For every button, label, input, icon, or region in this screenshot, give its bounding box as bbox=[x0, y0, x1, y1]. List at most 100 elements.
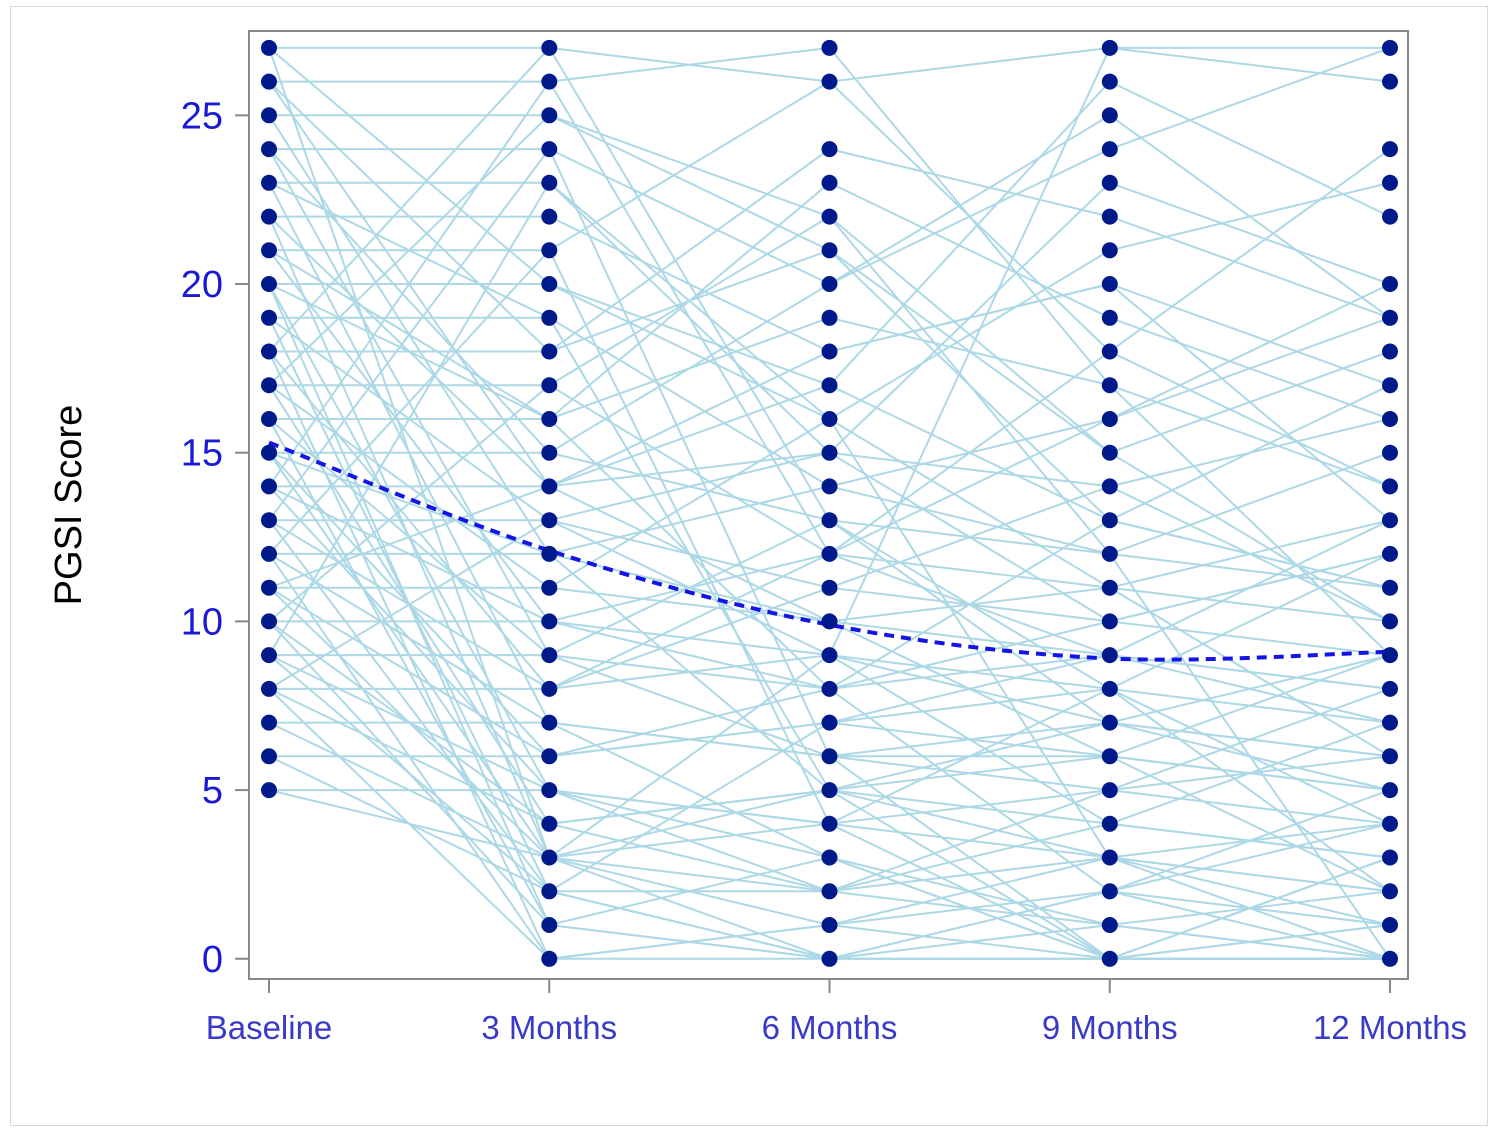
pgsi-chart: 0 5 10 15 20 25 Baseline 3 Months 6 Months 9 Mont… bbox=[48, 30, 1467, 1046]
score-point bbox=[1101, 545, 1118, 562]
x-tick-label: 3 Months bbox=[481, 1009, 617, 1046]
score-point bbox=[821, 680, 838, 697]
score-point bbox=[261, 276, 277, 292]
score-point bbox=[541, 782, 558, 799]
score-point bbox=[1382, 680, 1398, 697]
score-point bbox=[1382, 714, 1398, 731]
chart-frame: 0 5 10 15 20 25 Baseline 3 Months 6 Months 9 Mont… bbox=[10, 6, 1488, 1126]
x-tick-label: 9 Months bbox=[1042, 1009, 1178, 1046]
score-point bbox=[821, 343, 838, 360]
score-point bbox=[821, 883, 838, 900]
score-point bbox=[821, 73, 838, 90]
score-point bbox=[1101, 242, 1118, 259]
score-point bbox=[261, 613, 277, 630]
score-point bbox=[1382, 748, 1398, 765]
score-point bbox=[541, 512, 558, 529]
score-point bbox=[1101, 141, 1118, 158]
score-point bbox=[1382, 950, 1398, 967]
score-point bbox=[541, 647, 558, 664]
score-point bbox=[821, 478, 838, 495]
score-point bbox=[541, 613, 558, 630]
score-point bbox=[1382, 512, 1398, 529]
trajectory-line-26 bbox=[269, 316, 1391, 488]
score-point bbox=[541, 174, 558, 191]
score-point bbox=[541, 107, 558, 124]
score-point bbox=[821, 917, 838, 933]
score-point bbox=[1382, 849, 1398, 866]
score-point bbox=[1101, 276, 1118, 292]
score-point bbox=[1101, 647, 1118, 664]
score-point bbox=[1382, 579, 1398, 596]
score-point bbox=[1382, 545, 1398, 562]
score-point bbox=[1101, 208, 1118, 225]
score-point bbox=[821, 579, 838, 596]
score-point bbox=[1101, 680, 1118, 697]
score-point bbox=[261, 782, 277, 799]
score-point bbox=[1101, 107, 1118, 124]
score-point bbox=[821, 276, 838, 292]
score-point bbox=[541, 377, 558, 394]
score-point bbox=[821, 647, 838, 664]
axes: 0 5 10 15 20 25 Baseline 3 Months 6 Months 9 Mont… bbox=[181, 30, 1467, 1046]
mean-trend-line bbox=[268, 440, 1391, 662]
score-point bbox=[1382, 39, 1398, 56]
trajectory-line-59 bbox=[268, 789, 1391, 893]
score-point bbox=[261, 242, 277, 259]
trajectory-line-74 bbox=[268, 282, 1391, 589]
score-point bbox=[541, 579, 558, 596]
y-tick-label: 5 bbox=[202, 770, 223, 812]
score-point bbox=[261, 444, 277, 461]
score-point bbox=[821, 377, 838, 394]
score-point bbox=[541, 917, 558, 933]
score-point bbox=[261, 748, 277, 765]
score-point bbox=[1101, 917, 1118, 933]
score-point bbox=[541, 343, 558, 360]
score-point bbox=[821, 545, 838, 562]
score-points bbox=[261, 39, 1398, 967]
score-point bbox=[541, 276, 558, 292]
score-point bbox=[1101, 613, 1118, 630]
score-point bbox=[541, 309, 558, 326]
score-point bbox=[541, 73, 558, 90]
score-point bbox=[1382, 411, 1398, 427]
score-point bbox=[1101, 815, 1118, 832]
score-point bbox=[261, 512, 277, 529]
score-point bbox=[541, 748, 558, 765]
score-point bbox=[541, 950, 558, 967]
score-point bbox=[1101, 444, 1118, 461]
score-point bbox=[821, 748, 838, 765]
y-tick-label: 20 bbox=[181, 264, 223, 306]
score-point bbox=[1382, 782, 1398, 799]
score-point bbox=[261, 545, 277, 562]
score-point bbox=[1101, 950, 1118, 967]
score-point bbox=[821, 174, 838, 191]
trajectory-line-38 bbox=[268, 519, 1391, 893]
score-point bbox=[1382, 613, 1398, 630]
score-point bbox=[1382, 208, 1398, 225]
score-point bbox=[261, 411, 277, 427]
score-point bbox=[541, 849, 558, 866]
score-point bbox=[821, 815, 838, 832]
score-point bbox=[1382, 444, 1398, 461]
y-axis-title: PGSI Score bbox=[48, 405, 90, 606]
score-point bbox=[261, 309, 277, 326]
score-point bbox=[541, 545, 558, 562]
score-point bbox=[1382, 377, 1398, 394]
x-tick-label: 12 Months bbox=[1313, 1009, 1467, 1046]
score-point bbox=[541, 242, 558, 259]
score-point bbox=[1101, 782, 1118, 799]
score-point bbox=[541, 141, 558, 158]
score-point bbox=[261, 478, 277, 495]
score-point bbox=[541, 39, 558, 56]
score-point bbox=[821, 309, 838, 326]
score-point bbox=[261, 680, 277, 697]
score-point bbox=[261, 377, 277, 394]
score-point bbox=[261, 343, 277, 360]
score-point bbox=[1382, 141, 1398, 158]
x-tick-label: 6 Months bbox=[762, 1009, 898, 1046]
score-point bbox=[261, 107, 277, 124]
y-tick-label: 0 bbox=[202, 939, 223, 981]
score-point bbox=[1101, 883, 1118, 900]
score-point bbox=[821, 613, 838, 630]
score-point bbox=[1101, 39, 1118, 56]
